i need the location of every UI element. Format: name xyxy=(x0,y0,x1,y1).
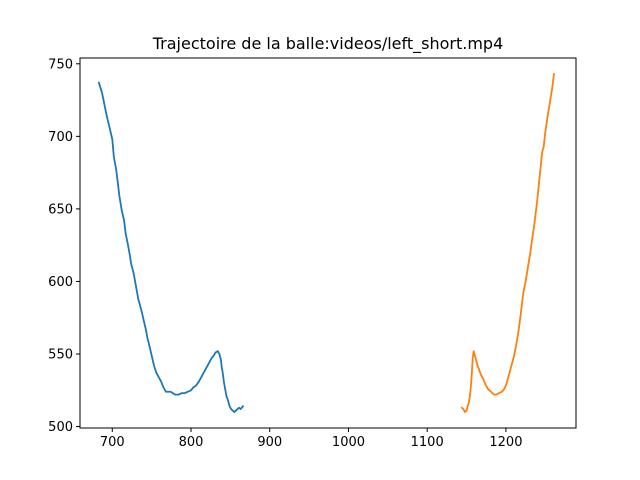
y-tick-label: 650 xyxy=(48,202,73,217)
y-axis: 500 550 600 650 700 750 xyxy=(48,57,80,435)
x-tick-label: 1100 xyxy=(411,435,444,450)
y-tick-label: 500 xyxy=(48,420,73,435)
x-tick-label: 1000 xyxy=(332,435,365,450)
y-tick-label: 550 xyxy=(48,348,73,363)
x-tick-label: 900 xyxy=(257,435,282,450)
x-axis: 700 800 900 1000 1100 1200 xyxy=(100,428,522,450)
y-tick-label: 600 xyxy=(48,275,73,290)
chart-title: Trajectoire de la balle:videos/left_shor… xyxy=(152,34,504,54)
x-tick-label: 1200 xyxy=(489,435,522,450)
series-line-1 xyxy=(97,81,245,413)
y-tick-label: 750 xyxy=(48,57,73,72)
y-tick-label: 700 xyxy=(48,130,73,145)
x-tick-label: 700 xyxy=(100,435,125,450)
plot-frame xyxy=(79,57,577,429)
x-tick-label: 800 xyxy=(179,435,204,450)
series-layer xyxy=(97,72,555,413)
series-line-2 xyxy=(460,72,555,413)
